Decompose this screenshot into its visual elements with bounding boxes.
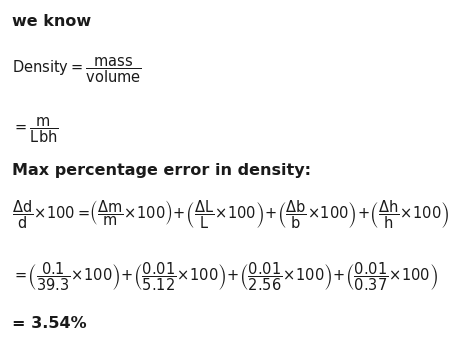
- Text: = 3.54%: = 3.54%: [12, 316, 87, 331]
- Text: $\mathsf{= \!\left(\dfrac{0.1}{39.3}\!\times\!100\right)\!+\!\left(\dfrac{0.01}{: $\mathsf{= \!\left(\dfrac{0.1}{39.3}\!\t…: [12, 260, 438, 293]
- Text: $\mathsf{Density = \dfrac{mass}{volume}}$: $\mathsf{Density = \dfrac{mass}{volume}}…: [12, 55, 142, 85]
- Text: Max percentage error in density:: Max percentage error in density:: [12, 163, 311, 178]
- Text: $\mathsf{\dfrac{\Delta d}{d}\!\times\!100 = \!\left(\dfrac{\Delta m}{m}\!\times\: $\mathsf{\dfrac{\Delta d}{d}\!\times\!10…: [12, 198, 449, 231]
- Text: we know: we know: [12, 14, 91, 29]
- Text: $\mathsf{= \dfrac{m}{Lbh}}$: $\mathsf{= \dfrac{m}{Lbh}}$: [12, 115, 59, 145]
